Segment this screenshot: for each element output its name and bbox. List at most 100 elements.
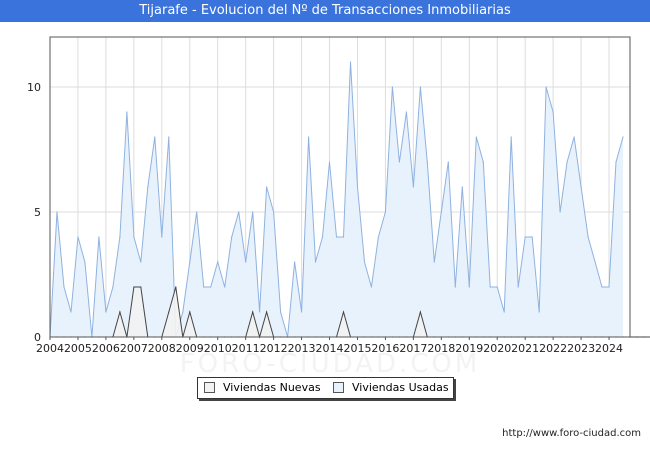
data-point-usadas	[342, 236, 345, 238]
data-point-usadas	[475, 136, 477, 138]
legend-swatch-usadas	[333, 382, 344, 393]
data-point-usadas	[84, 261, 86, 263]
data-point-nuevas	[252, 311, 254, 313]
y-tick-label: 10	[27, 81, 41, 94]
data-point-usadas	[321, 236, 324, 238]
data-point-nuevas	[133, 286, 135, 288]
data-point-usadas	[105, 311, 107, 313]
source-link[interactable]: http://www.foro-ciudad.com	[502, 428, 641, 439]
x-tick-label: 2012	[260, 342, 288, 355]
data-point-usadas	[405, 111, 407, 113]
data-point-nuevas	[119, 311, 121, 313]
data-point-usadas	[552, 111, 554, 113]
x-tick-label: 2014	[316, 342, 344, 355]
data-point-usadas	[538, 311, 540, 313]
data-point-nuevas	[140, 286, 142, 288]
data-point-usadas	[245, 261, 247, 263]
data-point-usadas	[328, 161, 331, 163]
data-point-usadas	[349, 61, 352, 63]
data-point-usadas	[273, 211, 275, 213]
data-point-usadas	[566, 161, 568, 163]
data-point-nuevas	[342, 311, 345, 313]
series-area-usadas	[50, 62, 623, 337]
data-point-nuevas	[636, 336, 638, 338]
data-point-usadas	[294, 261, 296, 263]
data-point-usadas	[363, 261, 366, 263]
data-point-usadas	[573, 136, 575, 138]
data-point-usadas	[412, 186, 414, 188]
x-tick-label: 2016	[371, 342, 399, 355]
series-area-nuevas	[50, 287, 650, 337]
data-point-usadas	[112, 286, 114, 288]
data-point-nuevas	[168, 311, 170, 313]
data-point-usadas	[398, 161, 400, 163]
x-tick-label: 2023	[567, 342, 595, 355]
x-tick-label: 2008	[148, 342, 176, 355]
x-tick-label: 2017	[399, 342, 427, 355]
x-tick-label: 2010	[204, 342, 232, 355]
x-tick-label: 2004	[36, 342, 64, 355]
data-point-usadas	[419, 86, 421, 88]
data-point-usadas	[580, 186, 582, 188]
data-point-usadas	[559, 211, 561, 213]
data-point-usadas	[189, 261, 191, 263]
data-point-usadas	[161, 236, 163, 238]
data-point-usadas	[280, 311, 282, 313]
data-point-usadas	[531, 236, 533, 238]
data-point-usadas	[377, 236, 379, 238]
data-point-nuevas	[643, 336, 645, 338]
data-point-usadas	[314, 261, 317, 263]
x-tick-label: 2009	[176, 342, 204, 355]
legend-item-nuevas: Viviendas Nuevas	[204, 381, 321, 394]
data-point-usadas	[308, 136, 310, 138]
data-point-usadas	[259, 311, 261, 313]
data-point-usadas	[252, 211, 254, 213]
data-point-usadas	[301, 311, 303, 313]
data-point-usadas	[238, 211, 240, 213]
legend-swatch-nuevas	[204, 382, 215, 393]
watermark: FORO-CIUDAD.COM	[180, 349, 481, 379]
plot-border	[49, 36, 631, 338]
data-point-nuevas	[189, 311, 191, 313]
data-point-usadas	[622, 136, 624, 138]
data-point-usadas	[601, 286, 603, 288]
data-point-usadas	[356, 186, 359, 188]
data-point-usadas	[510, 136, 512, 138]
x-tick-label: 2005	[64, 342, 92, 355]
data-point-nuevas	[266, 311, 268, 313]
data-point-usadas	[489, 286, 491, 288]
data-point-usadas	[426, 161, 428, 163]
y-tick-label: 5	[34, 206, 41, 219]
y-tick-label: 0	[34, 331, 41, 344]
data-point-usadas	[517, 286, 519, 288]
x-tick-label: 2013	[288, 342, 316, 355]
x-tick-label: 2024	[595, 342, 623, 355]
data-point-usadas	[140, 261, 142, 263]
data-point-nuevas	[419, 311, 421, 313]
x-tick-label: 2011	[232, 342, 260, 355]
data-point-usadas	[447, 161, 449, 163]
data-point-usadas	[440, 211, 442, 213]
data-point-usadas	[133, 236, 135, 238]
data-point-usadas	[98, 236, 100, 238]
data-point-usadas	[203, 286, 205, 288]
data-point-usadas	[182, 311, 184, 313]
x-tick-label: 2021	[511, 342, 539, 355]
data-point-usadas	[545, 86, 547, 88]
data-point-usadas	[503, 311, 505, 313]
data-point-usadas	[594, 261, 596, 263]
x-tick-label: 2020	[483, 342, 511, 355]
legend-label-nuevas: Viviendas Nuevas	[223, 381, 321, 394]
legend: Viviendas Nuevas Viviendas Usadas	[197, 377, 454, 399]
data-point-usadas	[217, 261, 219, 263]
data-point-usadas	[196, 211, 198, 213]
x-tick-label: 2006	[92, 342, 120, 355]
data-point-usadas	[461, 186, 463, 188]
data-point-usadas	[147, 186, 149, 188]
x-tick-label: 2007	[120, 342, 148, 355]
x-tick-label: 2022	[539, 342, 567, 355]
data-point-usadas	[608, 286, 610, 288]
data-point-usadas	[231, 236, 233, 238]
data-point-usadas	[210, 286, 212, 288]
